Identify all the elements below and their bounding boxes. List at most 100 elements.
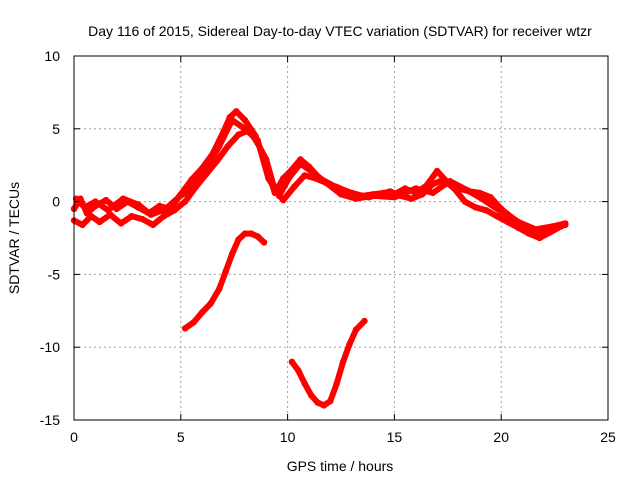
data-point <box>233 108 240 115</box>
data-point <box>228 116 236 124</box>
data-point <box>361 317 368 325</box>
data-point <box>446 178 454 185</box>
y-tick-label: 10 <box>44 48 60 64</box>
data-point <box>175 194 182 201</box>
series-bottom-dip <box>288 317 368 409</box>
data-point <box>207 300 214 307</box>
data-point <box>181 325 189 332</box>
y-tick-label: -15 <box>40 412 60 428</box>
data-point <box>128 213 135 220</box>
data-point <box>79 221 86 229</box>
data-point <box>241 125 249 132</box>
data-point <box>139 215 146 223</box>
data-point <box>333 380 340 387</box>
data-point <box>203 164 210 172</box>
data-point <box>487 194 494 201</box>
data-point <box>216 143 223 150</box>
y-tick-label: 5 <box>52 121 60 137</box>
data-point <box>290 183 298 191</box>
data-point <box>295 367 302 374</box>
data-point <box>549 223 556 230</box>
x-axis-label: GPS time / hours <box>287 458 394 474</box>
data-point <box>515 224 522 231</box>
data-point <box>369 192 377 199</box>
data-point <box>493 213 501 220</box>
x-tick-label: 20 <box>493 429 509 445</box>
data-point <box>241 230 249 237</box>
data-point <box>280 196 287 204</box>
data-point <box>190 319 197 326</box>
data-point <box>149 221 157 229</box>
data-point <box>96 218 103 226</box>
data-point <box>463 186 471 194</box>
data-point <box>352 195 360 202</box>
data-point <box>199 309 206 316</box>
chart-title: Day 116 of 2015, Sidereal Day-to-day VTE… <box>88 23 592 39</box>
data-point <box>265 175 272 182</box>
data-point <box>254 137 261 144</box>
data-point <box>429 180 436 188</box>
data-point <box>483 207 490 214</box>
data-point <box>213 157 221 164</box>
series-line <box>288 318 368 409</box>
x-tick-label: 0 <box>70 429 78 445</box>
data-point <box>314 399 321 406</box>
x-tick-labels: 0 5 10 15 20 25 <box>70 429 616 445</box>
x-tick-label: 5 <box>177 429 185 445</box>
series-main-track-C <box>72 116 569 233</box>
data-point <box>181 198 189 205</box>
y-axis-label: SDTVAR / TECUs <box>6 182 22 294</box>
data-point <box>102 196 110 204</box>
data-point <box>327 397 334 405</box>
data-point <box>286 173 293 180</box>
data-point <box>190 183 197 191</box>
data-point <box>260 239 268 246</box>
data-point <box>301 172 308 179</box>
series-line <box>182 230 268 332</box>
y-tick-labels: 10 5 0 -5 -10 -15 <box>40 48 60 428</box>
y-tick-label: -10 <box>40 339 60 355</box>
data-point <box>498 208 505 215</box>
data-point <box>337 191 345 198</box>
data-point <box>429 189 436 197</box>
data-point <box>504 218 511 226</box>
data-point <box>171 207 178 214</box>
data-point <box>310 169 317 176</box>
data-point <box>386 188 394 195</box>
data-point <box>235 236 242 243</box>
data-point <box>188 176 195 183</box>
data-point <box>515 218 522 226</box>
data-point <box>147 211 155 218</box>
grid <box>74 56 608 420</box>
y-tick-label: 0 <box>52 194 60 210</box>
data-point <box>228 250 236 258</box>
data-point <box>288 358 296 365</box>
data-point <box>105 207 112 214</box>
data-point <box>222 268 229 275</box>
data-point <box>241 116 249 124</box>
data-point <box>480 196 488 204</box>
data-point <box>346 341 353 348</box>
data-point <box>562 220 569 227</box>
data-point <box>461 198 469 205</box>
data-point <box>301 380 308 387</box>
data-point <box>307 392 315 399</box>
x-tick-label: 10 <box>280 429 296 445</box>
data-point <box>339 358 347 365</box>
data-point <box>297 160 304 167</box>
data-point <box>433 167 441 175</box>
data-point <box>352 326 360 333</box>
data-point <box>92 198 99 205</box>
series-lower-arc <box>181 230 268 332</box>
data-point <box>472 204 479 211</box>
data-point <box>547 229 554 236</box>
data-point <box>320 402 328 409</box>
data-point <box>254 233 261 240</box>
data-point <box>162 205 169 213</box>
data-point <box>525 230 533 237</box>
data-point <box>275 192 283 199</box>
data-series <box>70 108 569 409</box>
data-point <box>532 226 539 233</box>
data-point <box>160 213 167 220</box>
